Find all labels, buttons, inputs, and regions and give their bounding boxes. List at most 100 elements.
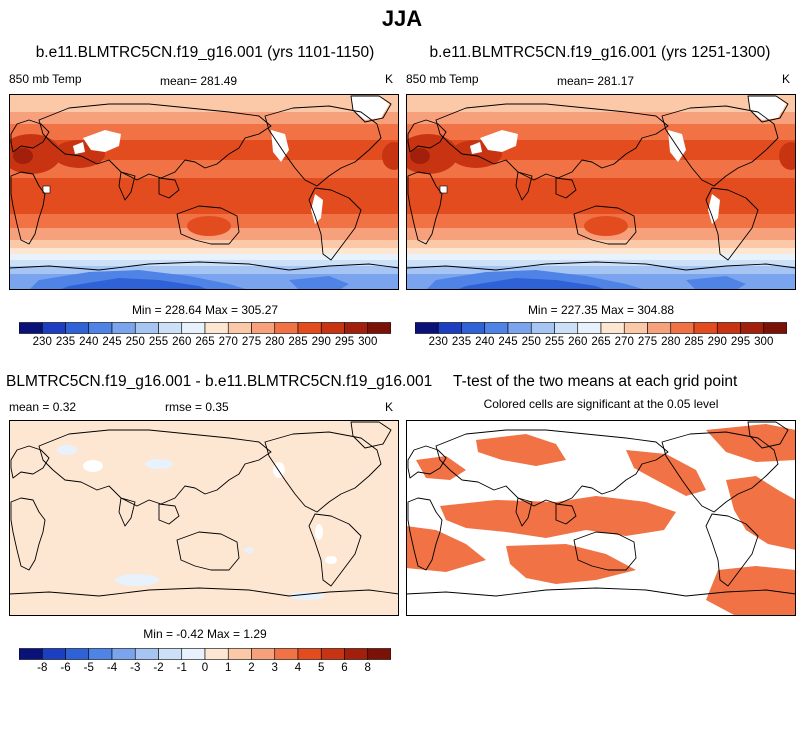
colorbar-box-5	[134, 322, 159, 334]
colorbar-tick-label: 285	[684, 336, 704, 348]
mask-greenland	[351, 96, 389, 120]
panel4-title: T-test of the two means at each grid poi…	[453, 373, 738, 390]
colorbar-tick-label: 6	[341, 662, 348, 674]
hotspot-sahara	[9, 134, 61, 174]
colorbar-box-14	[740, 322, 765, 334]
colorbar-box-5	[134, 648, 159, 660]
colorbar-box-2	[461, 322, 486, 334]
panel3-mean-label: mean = 0.32	[9, 400, 77, 414]
coastline-europe	[10, 445, 50, 479]
colorbar-box-9	[227, 648, 252, 660]
coastline-europe	[407, 445, 447, 479]
coastline-greenland	[747, 95, 789, 123]
diff-cool-patch-0	[57, 445, 77, 455]
warm-australia	[187, 216, 231, 236]
coastline-antarctic	[9, 261, 399, 290]
colorbar-tick-label: 2	[248, 662, 255, 674]
temp-band-2	[9, 124, 399, 140]
colorbar-box-7	[181, 322, 206, 334]
panel2-title: b.e11.BLMTRC5CN.f19_g16.001 (yrs 1251-13…	[429, 44, 771, 61]
map-frame	[406, 420, 796, 616]
mask-andes	[708, 194, 720, 224]
colorbar-box-15	[763, 322, 787, 334]
colorbar-box-1	[41, 648, 66, 660]
coastline-namerica	[264, 105, 382, 187]
colorbar-box-8	[600, 322, 625, 334]
colorbar-box-3	[484, 322, 509, 334]
colorbar-tick-label: 255	[148, 336, 169, 348]
temp-band-10	[406, 254, 796, 260]
colorbar-box-10	[251, 322, 276, 334]
significant-region-2	[440, 496, 676, 538]
coastline-australia	[176, 205, 240, 245]
temp-band-9	[9, 248, 399, 254]
colorbar-tick-label: 230	[428, 336, 448, 348]
panel1-units-label: K	[385, 72, 394, 86]
panel3-map	[9, 420, 399, 616]
hotspot-core	[410, 148, 430, 164]
colorbar-box-8	[204, 648, 229, 660]
significant-region-4	[506, 544, 636, 584]
colorbar-tick-label: 295	[334, 336, 355, 348]
colorbar-box-0	[415, 322, 439, 334]
map-frame	[9, 420, 399, 616]
coastline-seasia	[158, 177, 180, 199]
temp-band-9	[406, 248, 796, 254]
temp-band-12	[9, 266, 399, 274]
temp-band-8	[9, 240, 399, 248]
temp-band-5	[406, 178, 796, 214]
warm-australia	[584, 216, 628, 236]
colorbar-tick-label: 250	[125, 336, 145, 348]
temp-band-12	[406, 266, 796, 274]
colorbar-tick-label: 260	[172, 336, 192, 348]
colorbar-tick-label: 235	[55, 336, 76, 348]
significant-region-6	[726, 476, 796, 550]
panel3-colorbar	[19, 648, 391, 660]
coastline-india	[515, 497, 533, 527]
colorbar-tick-label: 240	[79, 336, 99, 348]
colorbar-tick-label: 290	[311, 336, 331, 348]
temp-band-4	[9, 160, 399, 178]
colorbar-box-12	[297, 648, 322, 660]
coastline-seasia	[158, 503, 180, 525]
panel2-colorbar-ticks: 230 235 240 245 250 255 260 265 270 275 280 285 290 2…	[415, 336, 787, 352]
diff-mask-3	[325, 556, 337, 564]
coastline-asia	[435, 429, 669, 507]
colorbar-box-11	[274, 648, 299, 660]
mask-greenland	[748, 96, 786, 120]
cold-antarctic-2	[456, 278, 606, 290]
colorbar-tick-label: 5	[318, 662, 325, 674]
hotspot-core	[13, 148, 33, 164]
coastline-africa	[407, 497, 443, 571]
map-frame	[9, 94, 399, 290]
temp-band-1	[406, 112, 796, 124]
temp-band-4	[406, 160, 796, 178]
colorbar-tick-label: 1	[225, 662, 232, 674]
page-title: JJA	[381, 6, 423, 31]
panel3-min-max: Min = -0.42 Max = 1.29	[143, 627, 267, 641]
coastline-australia	[573, 205, 637, 245]
cold-antarctic-3	[289, 276, 349, 290]
colorbar-box-11	[274, 322, 299, 334]
colorbar-tick-label: 245	[498, 336, 518, 348]
hotspot-east-edge	[382, 142, 399, 170]
colorbar-tick-label: -5	[83, 662, 94, 674]
colorbar-box-7	[181, 648, 206, 660]
colorbar-box-4	[507, 322, 532, 334]
temp-band-2	[406, 124, 796, 140]
colorbar-tick-label: 295	[730, 336, 751, 348]
colorbar-box-7	[577, 322, 602, 334]
coastline-seasia	[555, 177, 577, 199]
colorbar-box-9	[623, 322, 648, 334]
coastline-africa	[10, 497, 46, 571]
temp-band-10	[9, 254, 399, 260]
colorbar-tick-label: 255	[544, 336, 565, 348]
colorbar-tick-label: 265	[591, 336, 611, 348]
panel3-colorbar-ticks: -8 -6 -5 -4 -3 -2 -1 0 1 2 3 4 5 6 8	[19, 662, 391, 678]
significant-region-0	[476, 434, 566, 466]
mask-iran	[73, 142, 85, 154]
colorbar-tick-label: 245	[102, 336, 122, 348]
coastline-africa	[407, 171, 443, 245]
diff-cool-patch-4	[289, 592, 325, 600]
colorbar-box-6	[158, 648, 183, 660]
